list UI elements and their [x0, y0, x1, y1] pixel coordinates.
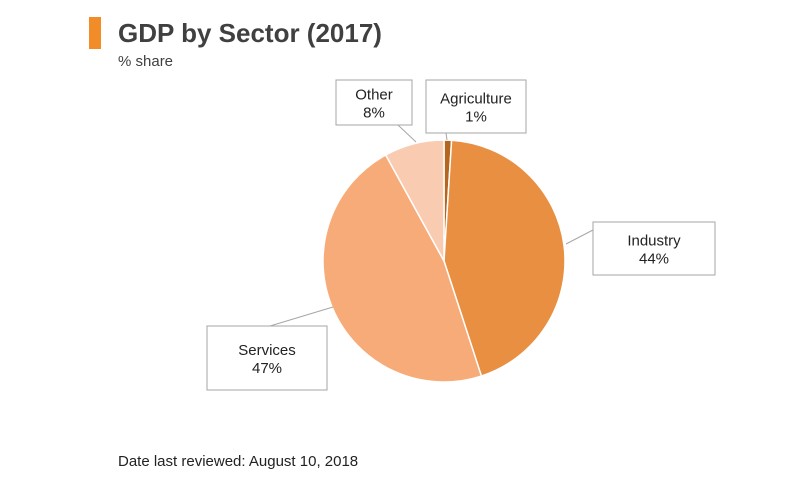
slice-label-other: Other	[355, 87, 393, 104]
slice-value-agriculture: 1%	[465, 109, 487, 126]
last-reviewed-date: Date last reviewed: August 10, 2018	[118, 453, 359, 470]
slice-label-services: Services	[238, 342, 296, 359]
slice-value-services: 47%	[252, 360, 282, 377]
leader-line-industry	[565, 229, 594, 245]
leader-line-other	[397, 124, 417, 143]
callout-box-industry	[592, 221, 716, 276]
slice-value-industry: 44%	[639, 251, 669, 268]
leader-line-services	[269, 306, 334, 327]
callout-box-agriculture	[425, 79, 527, 134]
chart-subtitle: % share	[118, 53, 174, 70]
callout-box-services	[206, 325, 328, 391]
slice-value-other: 8%	[363, 105, 385, 122]
pie-slice-industry	[443, 139, 566, 378]
chart-title: GDP by Sector (2017)	[118, 18, 382, 48]
callout-box-other	[335, 79, 413, 126]
pie-slice-services	[322, 153, 483, 383]
title-accent-bar	[89, 17, 101, 49]
leader-line-agriculture	[445, 132, 448, 141]
slice-label-industry: Industry	[627, 233, 681, 250]
slice-label-agriculture: Agriculture	[440, 91, 512, 108]
pie-slice-other	[384, 139, 445, 262]
